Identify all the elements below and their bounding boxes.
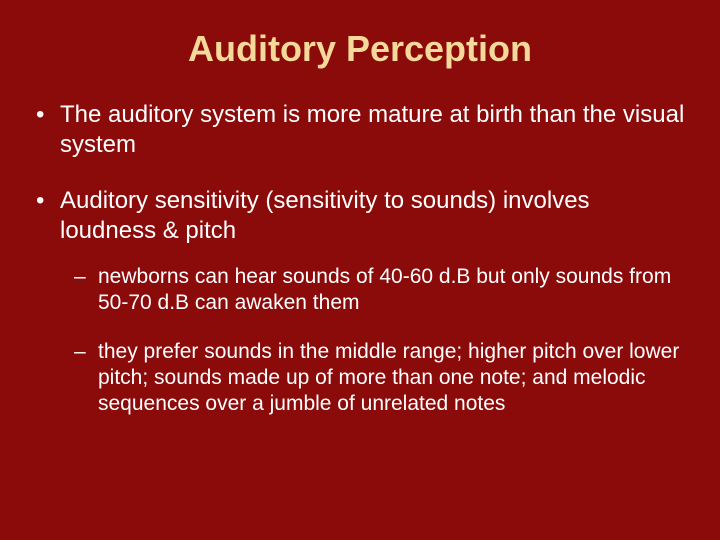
sub-bullet-list: newborns can hear sounds of 40-60 d.B bu…	[60, 264, 690, 417]
bullet-list: The auditory system is more mature at bi…	[30, 100, 690, 417]
slide: Auditory Perception The auditory system …	[0, 0, 720, 540]
bullet-text: The auditory system is more mature at bi…	[60, 101, 684, 158]
slide-title: Auditory Perception	[30, 28, 690, 70]
list-item: The auditory system is more mature at bi…	[30, 100, 690, 160]
list-item: they prefer sounds in the middle range; …	[60, 339, 690, 418]
bullet-text: Auditory sensitivity (sensitivity to sou…	[60, 187, 590, 244]
list-item: newborns can hear sounds of 40-60 d.B bu…	[60, 264, 690, 317]
bullet-text: newborns can hear sounds of 40-60 d.B bu…	[98, 265, 671, 314]
list-item: Auditory sensitivity (sensitivity to sou…	[30, 186, 690, 417]
bullet-text: they prefer sounds in the middle range; …	[98, 340, 679, 416]
